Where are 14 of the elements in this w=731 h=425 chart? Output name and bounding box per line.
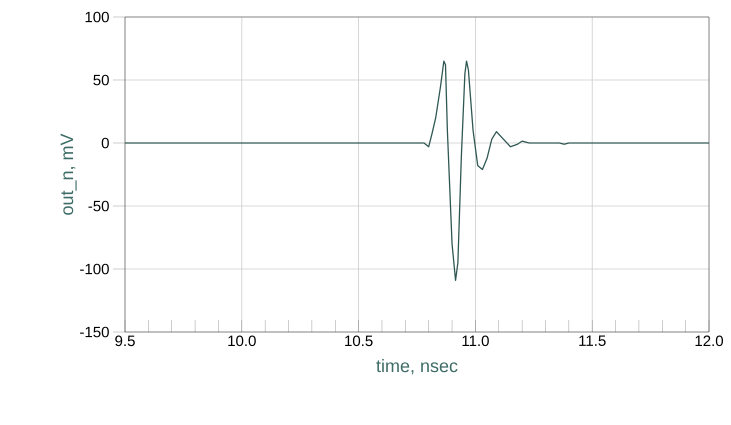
x-tick-label: 11.5 <box>579 336 606 346</box>
y-tick-label: 100 <box>86 12 109 22</box>
x-tick-label: 11.0 <box>462 336 489 346</box>
y-tick-label: -100 <box>80 264 109 274</box>
x-tick-label: 10.5 <box>345 336 373 346</box>
x-tick-label: 10.0 <box>228 336 256 346</box>
y-tick-label: 50 <box>93 74 109 86</box>
x-axis-title: time, nsec <box>376 358 458 374</box>
y-tick-label: -150 <box>80 326 109 338</box>
y-axis-title: out_n, mV <box>60 134 77 215</box>
x-tick-label: 9.5 <box>115 336 135 346</box>
y-tick-label: 0 <box>102 138 109 148</box>
y-tick-label: -50 <box>88 200 109 212</box>
x-tick-label: 12.0 <box>696 336 724 346</box>
